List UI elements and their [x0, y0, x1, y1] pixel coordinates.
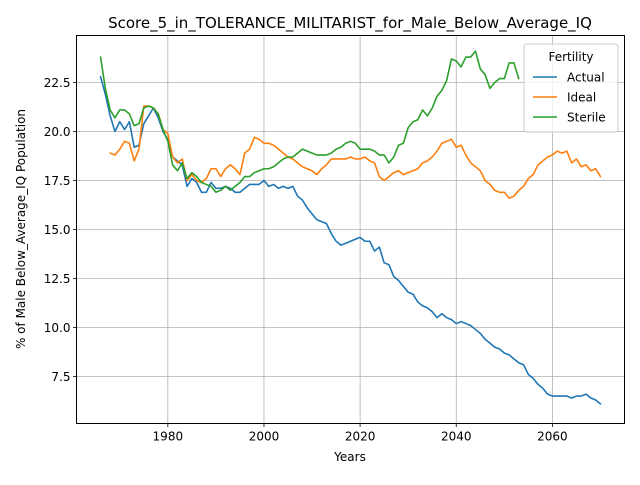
- x-tick-label: 2060: [537, 430, 568, 444]
- legend-box: [523, 43, 619, 133]
- legend-items: Actual Ideal Sterile: [533, 71, 606, 125]
- y-tick-label: 17.5: [44, 174, 71, 188]
- y-axis-label: % of Male Below_Average_IQ Population: [14, 109, 28, 349]
- series-line-ideal: [109, 105, 602, 199]
- x-tick-label: 1980: [153, 430, 184, 444]
- legend: Fertility Actual Ideal Sterile: [523, 43, 619, 133]
- x-axis-label: Years: [333, 450, 366, 464]
- x-tick-label: 2040: [441, 430, 472, 444]
- y-tick-label: 22.5: [44, 76, 71, 90]
- series-line-sterile: [99, 50, 520, 194]
- legend-label-actual: Actual: [567, 71, 605, 85]
- y-tick-label: 7.5: [51, 370, 70, 384]
- chart-title: Score_5_in_TOLERANCE_MILITARIST_for_Male…: [108, 14, 592, 33]
- y-tick-label: 15.0: [44, 223, 71, 237]
- y-tick-label: 12.5: [44, 272, 71, 286]
- legend-label-sterile: Sterile: [567, 111, 606, 125]
- y-tick-label: 10.0: [44, 321, 71, 335]
- series-line-actual: [99, 75, 602, 405]
- legend-title: Fertility: [548, 50, 593, 64]
- x-tick-label: 2020: [345, 430, 376, 444]
- x-tick-label: 2000: [249, 430, 280, 444]
- series-lines: [99, 50, 602, 405]
- y-tick-label: 20.0: [44, 125, 71, 139]
- axis-ticks: 1980 2000 2020 2040 2060 7.5 10.0 12.5 15.0 17.5 2…: [44, 76, 568, 443]
- legend-label-ideal: Ideal: [567, 91, 596, 105]
